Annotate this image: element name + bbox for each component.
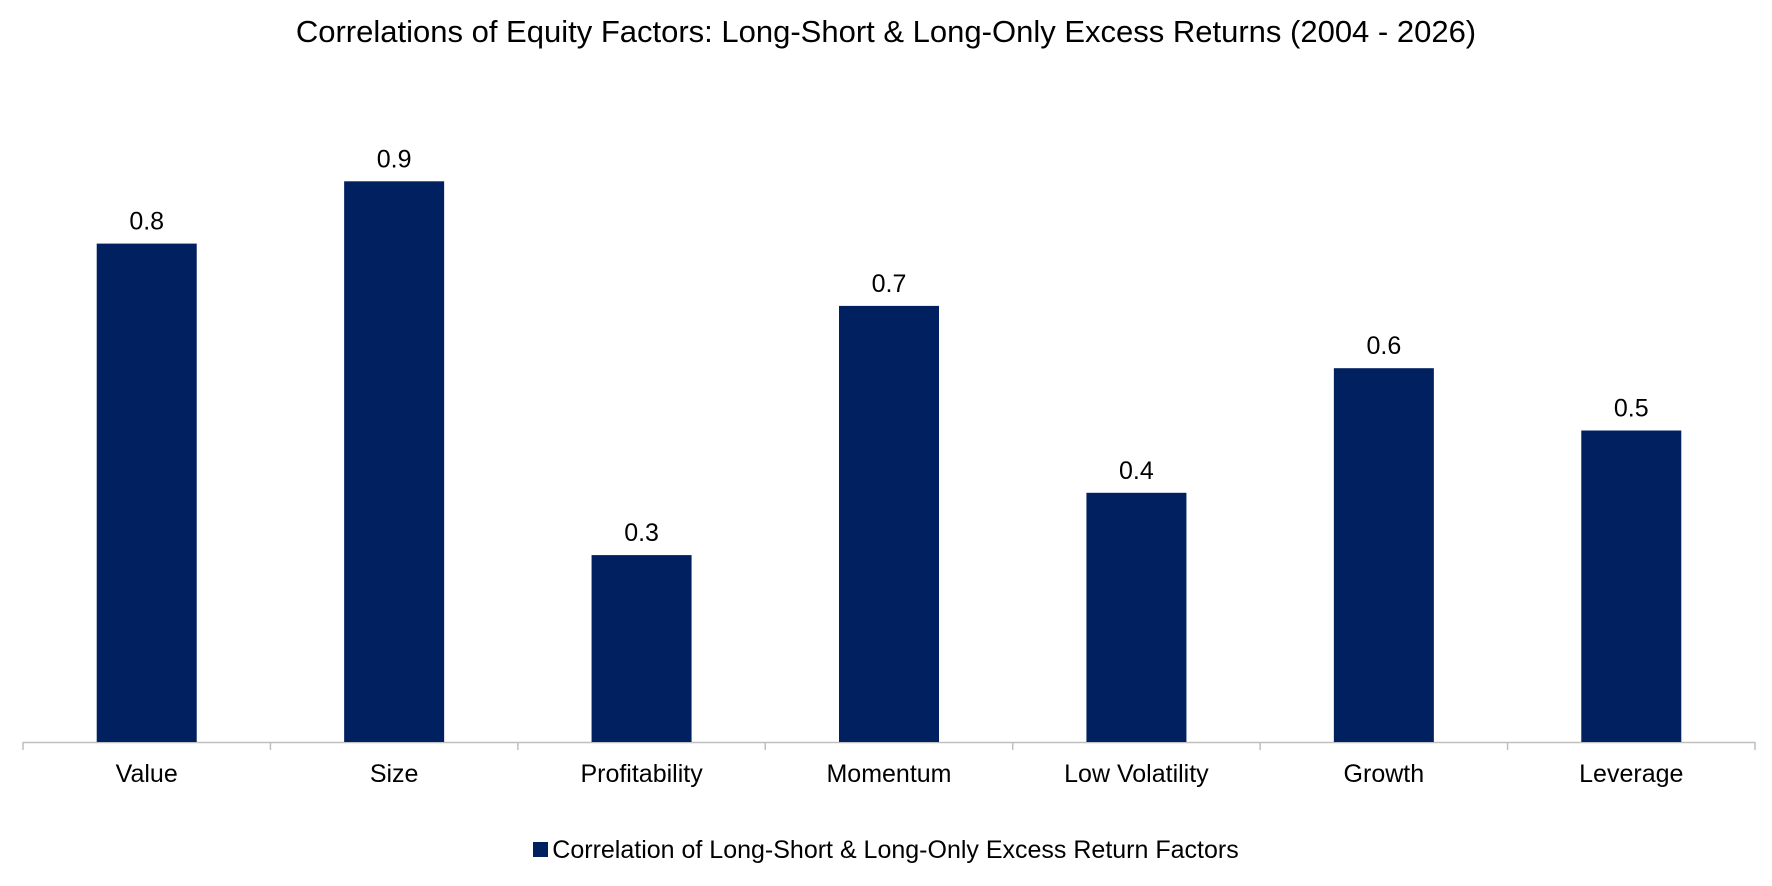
- x-tick-label: Profitability: [580, 760, 703, 788]
- data-label: 0.8: [129, 208, 164, 236]
- bar-growth: [1333, 368, 1434, 742]
- data-label: 0.7: [872, 270, 907, 298]
- data-label: 0.5: [1614, 395, 1649, 423]
- x-tick-label: Value: [116, 760, 178, 788]
- x-tick-label: Leverage: [1579, 760, 1683, 788]
- bar-size: [344, 181, 445, 743]
- data-label: 0.3: [624, 519, 659, 547]
- x-tick-label: Size: [370, 760, 419, 788]
- x-tick-label: Growth: [1344, 760, 1425, 788]
- legend-swatch: [533, 841, 549, 857]
- data-label: 0.6: [1366, 332, 1401, 360]
- x-tick-label: Momentum: [826, 760, 951, 788]
- bar-leverage: [1581, 430, 1682, 742]
- bar-momentum: [839, 305, 939, 742]
- data-label: 0.4: [1119, 457, 1154, 485]
- chart-title: Correlations of Equity Factors: Long-Sho…: [295, 14, 1477, 49]
- data-label: 0.9: [377, 145, 412, 173]
- bar-profitability: [591, 555, 692, 742]
- legend-label: Correlation of Long-Short & Long-Only Ex…: [552, 836, 1239, 864]
- bar-low-volatility: [1086, 492, 1187, 742]
- legend: Correlation of Long-Short & Long-Only Ex…: [0, 836, 1772, 865]
- bar-value: [96, 243, 197, 742]
- x-tick-label: Low Volatility: [1064, 760, 1209, 788]
